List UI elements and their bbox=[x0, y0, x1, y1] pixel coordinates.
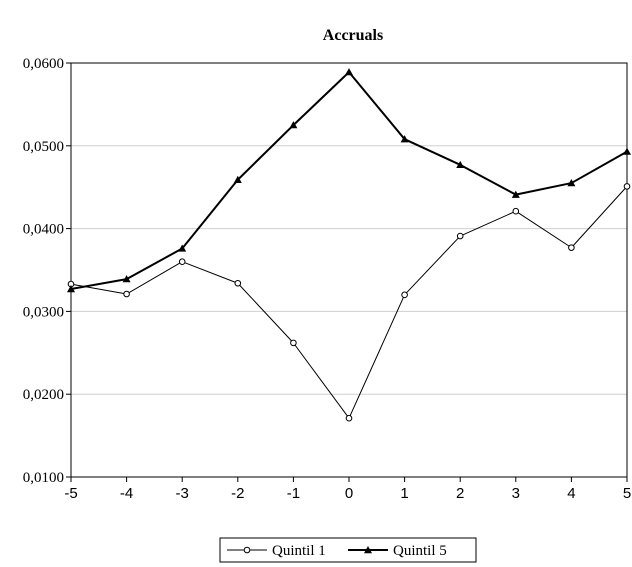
series-layer bbox=[67, 68, 631, 422]
y-tick-label: 0,0300 bbox=[23, 304, 64, 320]
x-tick-label: 2 bbox=[456, 485, 464, 502]
data-point bbox=[512, 207, 520, 215]
x-tick-label: -1 bbox=[287, 485, 300, 502]
legend-marker bbox=[364, 546, 372, 554]
x-tick-label: 0 bbox=[345, 485, 353, 502]
data-point bbox=[178, 258, 186, 266]
data-point bbox=[623, 147, 631, 155]
chart-title: Accruals bbox=[323, 27, 383, 44]
y-tick-label: 0,0500 bbox=[23, 139, 64, 155]
y-tick-label: 0,0400 bbox=[23, 222, 64, 238]
legend-label: Quintil 5 bbox=[393, 543, 447, 559]
legend-label: Quintil 1 bbox=[272, 543, 326, 559]
data-point bbox=[289, 121, 298, 129]
plot-area-frame bbox=[70, 62, 628, 478]
series-line bbox=[70, 71, 628, 291]
data-point bbox=[234, 279, 242, 287]
data-point bbox=[401, 291, 408, 299]
data-point bbox=[67, 285, 75, 293]
y-tick-label: 0,0600 bbox=[23, 56, 64, 72]
data-point bbox=[290, 339, 297, 347]
data-point bbox=[233, 175, 242, 183]
data-point bbox=[623, 183, 631, 190]
legend-marker bbox=[243, 546, 251, 554]
x-tick-label: 5 bbox=[623, 485, 631, 502]
y-tick-label: 0,0200 bbox=[23, 387, 64, 403]
x-tick-label: -5 bbox=[64, 485, 77, 502]
legend-item: Quintil 5 bbox=[348, 543, 447, 559]
series-quintil-1 bbox=[67, 183, 631, 422]
series-line bbox=[70, 186, 628, 419]
legend-item: Quintil 1 bbox=[227, 543, 326, 559]
data-point bbox=[567, 179, 576, 187]
data-point bbox=[178, 244, 187, 252]
data-point bbox=[345, 68, 353, 76]
data-point bbox=[511, 190, 520, 198]
x-tick-label: 3 bbox=[512, 485, 520, 502]
data-point bbox=[122, 275, 131, 283]
data-point bbox=[345, 414, 353, 422]
legend: Quintil 1 Quintil 5 bbox=[219, 537, 477, 563]
x-tick-label: 1 bbox=[400, 485, 408, 502]
data-point bbox=[456, 160, 465, 169]
series-quintil-5 bbox=[67, 68, 631, 293]
data-point bbox=[456, 232, 464, 240]
x-tick-label: 4 bbox=[567, 485, 575, 502]
y-axis: 0,0100 0,0200 0,0300 0,0400 0,0500 0,0600 bbox=[23, 56, 71, 486]
y-tick-label: 0,0100 bbox=[23, 470, 64, 486]
data-point bbox=[123, 290, 130, 298]
gridlines bbox=[71, 145, 627, 395]
x-axis: -5 -4 -3 -2 -1 0 1 2 3 4 5 bbox=[64, 477, 631, 502]
data-point bbox=[400, 135, 409, 143]
x-tick-label: -2 bbox=[231, 485, 244, 502]
data-point bbox=[568, 244, 575, 251]
x-tick-label: -4 bbox=[120, 485, 133, 502]
x-tick-label: -3 bbox=[176, 485, 189, 502]
